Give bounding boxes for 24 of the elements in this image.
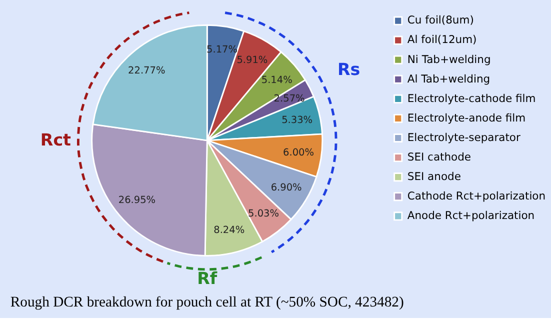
legend-label: SEI anode <box>407 170 462 184</box>
legend-label: SEI cathode <box>407 150 472 164</box>
data-label: 5.91% <box>236 54 268 66</box>
text: Rs <box>337 60 360 79</box>
data-label: 22.77% <box>128 66 166 77</box>
text: Rough DCR breakdown for pouch cell at RT (~50% SOC, 423482) <box>10 294 404 311</box>
data-label: 5.14% <box>261 75 292 86</box>
legend-label: Cu foil(8um) <box>407 14 474 27</box>
data-label: 6.90% <box>270 182 302 194</box>
data-label: 5.33% <box>282 114 313 126</box>
data-label: 26.95% <box>118 195 156 206</box>
text: Rct <box>40 130 72 150</box>
legend-label: Al Tab+welding <box>407 72 490 86</box>
data-label: 8.24% <box>214 224 245 236</box>
legend-label: Cathode Rct+polarization <box>407 190 546 203</box>
data-label: 6.00% <box>283 148 314 159</box>
legend-label: Electrolyte-anode film <box>407 111 526 124</box>
legend-label: Electrolyte-separator <box>407 130 521 144</box>
text: Rf <box>197 269 218 288</box>
legend-label: Al foil(12um) <box>407 33 477 46</box>
legend-label: Ni Tab+welding <box>407 52 491 66</box>
data-label: 5.03% <box>248 208 279 220</box>
legend-label: Anode Rct+polarization <box>407 209 535 222</box>
legend-label: Electrolyte-cathode film <box>407 92 536 105</box>
